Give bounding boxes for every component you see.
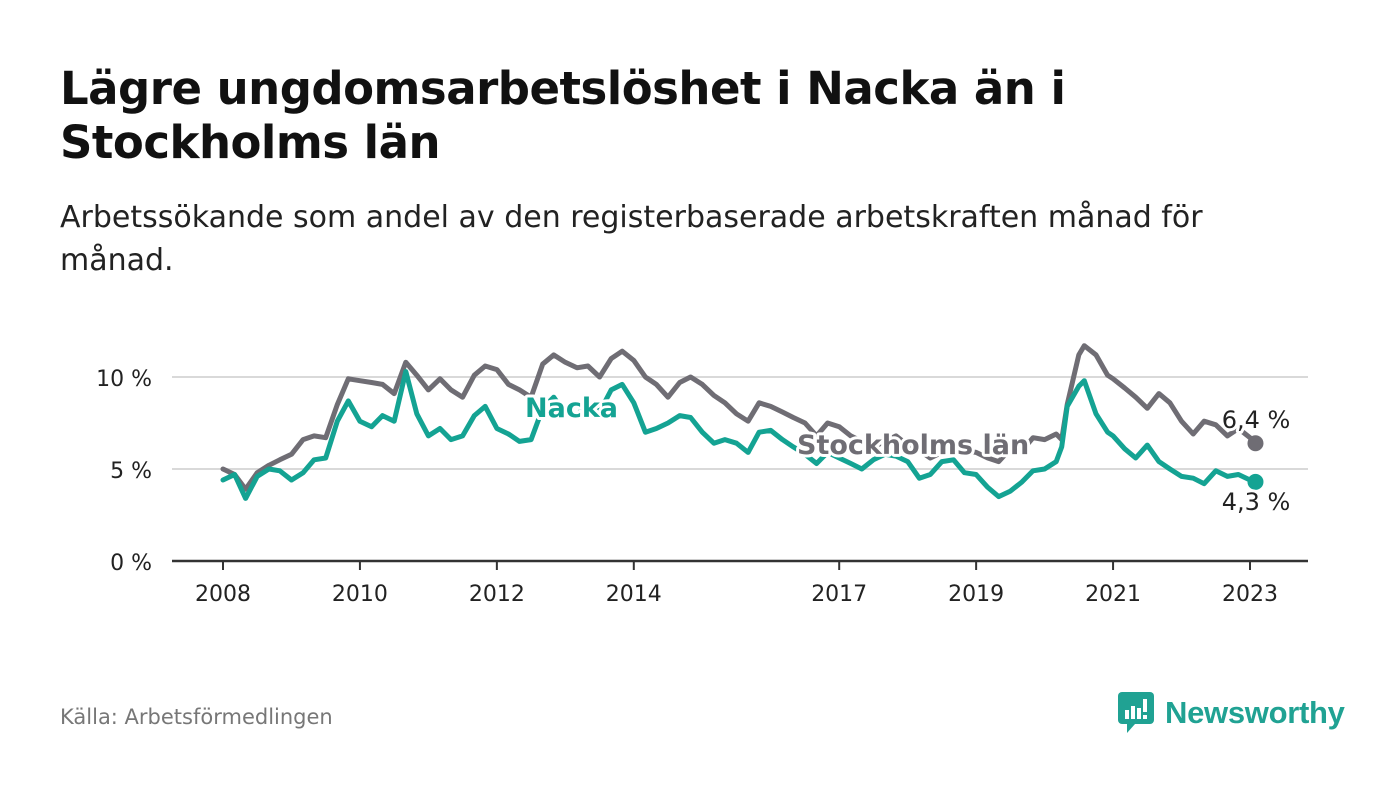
x-tick-label: 2019 [948,582,1004,607]
series-label-nacka: Nacka [525,393,618,424]
end-value-stockholm: 6,4 % [1222,406,1291,434]
series-endpoint-nacka [1247,473,1264,490]
x-tick-label: 2021 [1085,582,1141,607]
brand-logo: Newsworthy [1117,690,1345,736]
y-tick-label: 0 % [110,551,152,576]
x-tick-label: 2017 [811,582,867,607]
x-tick-label: 2010 [332,582,388,607]
x-tick-label: 2014 [606,582,662,607]
page-title: Lägre ungdomsarbetslöshet i Nacka än i S… [60,62,1066,169]
brand-name: Newsworthy [1165,695,1345,730]
series-label-stockholm: Stockholms län [797,430,1029,461]
chart-subtitle: Arbetssökande som andel av den registerb… [60,200,1203,278]
x-tick-label: 2023 [1222,582,1278,607]
series-layer [220,343,1264,501]
series-line-nacka [220,369,1258,501]
axis-layer: 0 % 5 % 10 % 2008 2010 2012 2014 2017 2019 2021 20… [96,367,1308,607]
series-endpoint-stockholms-l-n [1247,435,1264,452]
x-tick-label: 2012 [469,582,525,607]
end-value-nacka: 4,3 % [1222,488,1291,516]
newsworthy-logo-icon [1118,692,1154,733]
y-tick-label: 5 % [110,459,152,484]
label-layer: Nacka Stockholms län 6,4 % 4,3 % [522,390,1293,519]
grid-layer [172,376,1308,470]
source-note: Källa: Arbetsförmedlingen [60,705,333,729]
series-line-stockholms-l-n [220,343,1258,492]
y-tick-label: 10 % [96,367,152,392]
x-tick-label: 2008 [195,582,251,607]
